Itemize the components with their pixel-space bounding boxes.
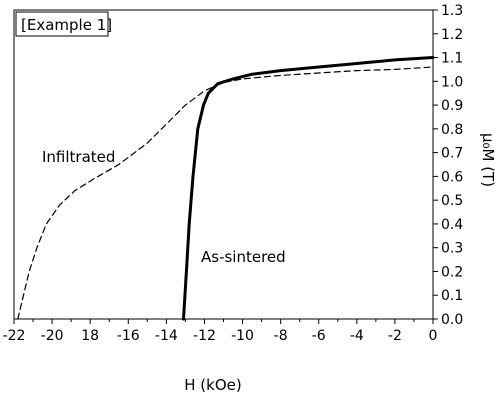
y-tick-label: 0.2 bbox=[441, 264, 463, 280]
y-tick-label: 1.0 bbox=[441, 74, 463, 90]
y-tick-label: 0.1 bbox=[441, 288, 463, 304]
y-tick-label: 0.0 bbox=[441, 312, 463, 328]
x-tick-label: -6 bbox=[312, 328, 326, 344]
as-sintered-curve bbox=[184, 58, 434, 320]
infiltrated-label: Infiltrated bbox=[42, 148, 115, 166]
y-tick-label: 0.3 bbox=[441, 241, 463, 257]
x-tick-label: -10 bbox=[231, 328, 254, 344]
y-tick-label: 0.6 bbox=[441, 169, 463, 185]
x-tick-label: -14 bbox=[155, 328, 178, 344]
x-tick-label: -22 bbox=[3, 328, 26, 344]
y-tick-label: 0.5 bbox=[441, 193, 463, 209]
x-tick-label: 0 bbox=[429, 328, 438, 344]
infiltrated-curve bbox=[18, 67, 433, 319]
as-sintered-label: As-sintered bbox=[201, 248, 286, 266]
x-tick-label: 18 bbox=[81, 328, 99, 344]
y-tick-label: 0.4 bbox=[441, 217, 463, 233]
y-tick-label: 0.7 bbox=[441, 146, 463, 162]
x-axis: -22-2018-16-14-12-10-8-6-4-20 bbox=[3, 319, 438, 344]
x-tick-label: -16 bbox=[117, 328, 140, 344]
example-label: [Example 1] bbox=[21, 16, 112, 34]
x-tick-label: -12 bbox=[193, 328, 216, 344]
series-layer bbox=[18, 58, 433, 320]
y-tick-label: 0.9 bbox=[441, 98, 463, 114]
y-axis: 0.0 0.1 0.2 0.3 0.4 0.5 0.6 0.7 0.8 0.9 1.0 1.1 1.2 1… bbox=[433, 3, 463, 328]
y-axis-title: μ₀M (T) bbox=[479, 133, 497, 187]
x-tick-label: -2 bbox=[388, 328, 402, 344]
x-tick-label: -20 bbox=[41, 328, 64, 344]
y-tick-label: 1.3 bbox=[441, 3, 463, 19]
y-tick-label: 1.1 bbox=[441, 51, 463, 67]
x-tick-label: -4 bbox=[350, 328, 364, 344]
y-tick-label: 1.2 bbox=[441, 27, 463, 43]
y-tick-label: 0.8 bbox=[441, 122, 463, 138]
x-axis-title: H (kOe) bbox=[184, 376, 241, 394]
x-tick-label: -8 bbox=[274, 328, 288, 344]
